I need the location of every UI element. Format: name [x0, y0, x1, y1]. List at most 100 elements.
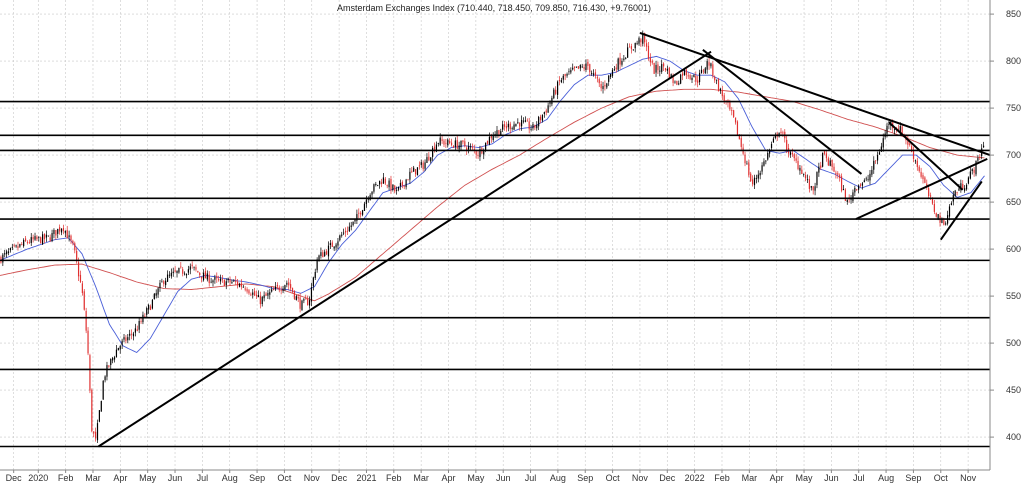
candle-down [859, 184, 862, 186]
candle-up [335, 244, 337, 248]
candle-up [572, 67, 574, 70]
candle-down [250, 294, 252, 296]
candle-up [772, 138, 775, 143]
candle-down [962, 183, 964, 190]
x-tick-label: Sep [577, 473, 593, 483]
candle-up [161, 281, 163, 283]
candle-up [869, 173, 871, 181]
candle-down [466, 147, 468, 151]
candle-down [598, 79, 600, 84]
candle-up [532, 124, 534, 129]
candle-up [488, 136, 491, 145]
candle-up [700, 69, 703, 73]
y-tick-label: 650 [1006, 197, 1021, 207]
x-tick-label: May [796, 473, 814, 483]
candle-up [611, 69, 614, 76]
candle-up [585, 63, 587, 71]
candle-up [507, 123, 509, 128]
candle-up [377, 184, 379, 186]
x-tick-label: Dec [331, 473, 348, 483]
candle-down [916, 160, 918, 167]
candle-up [680, 74, 682, 84]
candle-down [839, 175, 841, 179]
candle-up [284, 285, 286, 290]
candle-up [269, 292, 271, 295]
candle-down [911, 146, 913, 152]
candle-down [534, 124, 536, 128]
candle-up [882, 138, 884, 148]
candle-down [199, 272, 201, 275]
y-tick-label: 800 [1006, 56, 1021, 66]
candle-up [789, 152, 792, 155]
candle-down [786, 139, 788, 150]
candle-down [672, 75, 674, 83]
candle-up [310, 287, 313, 302]
candle-down [331, 242, 333, 247]
candle-up [64, 230, 66, 233]
candle-up [803, 173, 805, 175]
candle-down [229, 278, 231, 283]
candle-up [964, 188, 966, 191]
candle-up [159, 282, 161, 289]
candle-up [447, 139, 449, 146]
candle-down [644, 33, 646, 43]
candle-up [354, 218, 356, 222]
candle-down [208, 274, 210, 284]
candle-down [837, 173, 839, 175]
candle-up [316, 259, 318, 271]
candle-up [341, 234, 343, 236]
candle-up [214, 277, 216, 280]
candle-up [437, 143, 439, 144]
candle-down [823, 151, 826, 154]
candle-down [782, 132, 784, 134]
candle-down [594, 72, 597, 76]
candle-down [433, 146, 436, 151]
candle-down [664, 68, 667, 71]
candle-down [645, 43, 648, 47]
candle-up [543, 112, 545, 114]
candle-up [469, 146, 472, 148]
candle-up [367, 198, 369, 200]
candle-down [290, 284, 292, 289]
x-tick-label: Mar [85, 473, 101, 483]
candle-up [549, 102, 551, 104]
y-tick-label: 450 [1006, 385, 1021, 395]
candle-down [144, 315, 146, 317]
candle-up [969, 171, 971, 179]
candle-up [634, 43, 636, 49]
candle-down [223, 280, 225, 287]
candle-down [272, 289, 275, 291]
candle-up [183, 273, 186, 275]
candle-up [168, 274, 171, 276]
candle-up [365, 199, 367, 204]
candle-down [903, 133, 905, 135]
candle-down [70, 235, 72, 241]
candle-down [835, 172, 837, 175]
candle-down [74, 243, 76, 251]
candle-up [454, 140, 456, 147]
candle-up [886, 125, 888, 134]
candle-down [40, 237, 42, 244]
candle-up [609, 73, 612, 78]
y-tick-label: 500 [1006, 338, 1021, 348]
candle-up [233, 280, 235, 282]
candle-up [202, 272, 205, 281]
candle-up [513, 124, 515, 130]
candle-up [119, 346, 121, 350]
candle-down [140, 321, 142, 322]
trend-line [639, 31, 991, 157]
candle-up [104, 376, 106, 381]
candle-up [706, 60, 708, 70]
candle-up [113, 357, 116, 360]
candle-down [471, 146, 473, 148]
x-tick-label: Feb [58, 473, 74, 483]
candle-down [91, 389, 93, 432]
candle-up [460, 140, 462, 148]
candle-up [816, 171, 818, 186]
candle-up [500, 131, 502, 135]
candle-down [95, 431, 97, 439]
candle-up [977, 158, 979, 161]
candle-down [901, 126, 903, 135]
candle-up [416, 167, 419, 176]
candle-up [592, 73, 595, 75]
